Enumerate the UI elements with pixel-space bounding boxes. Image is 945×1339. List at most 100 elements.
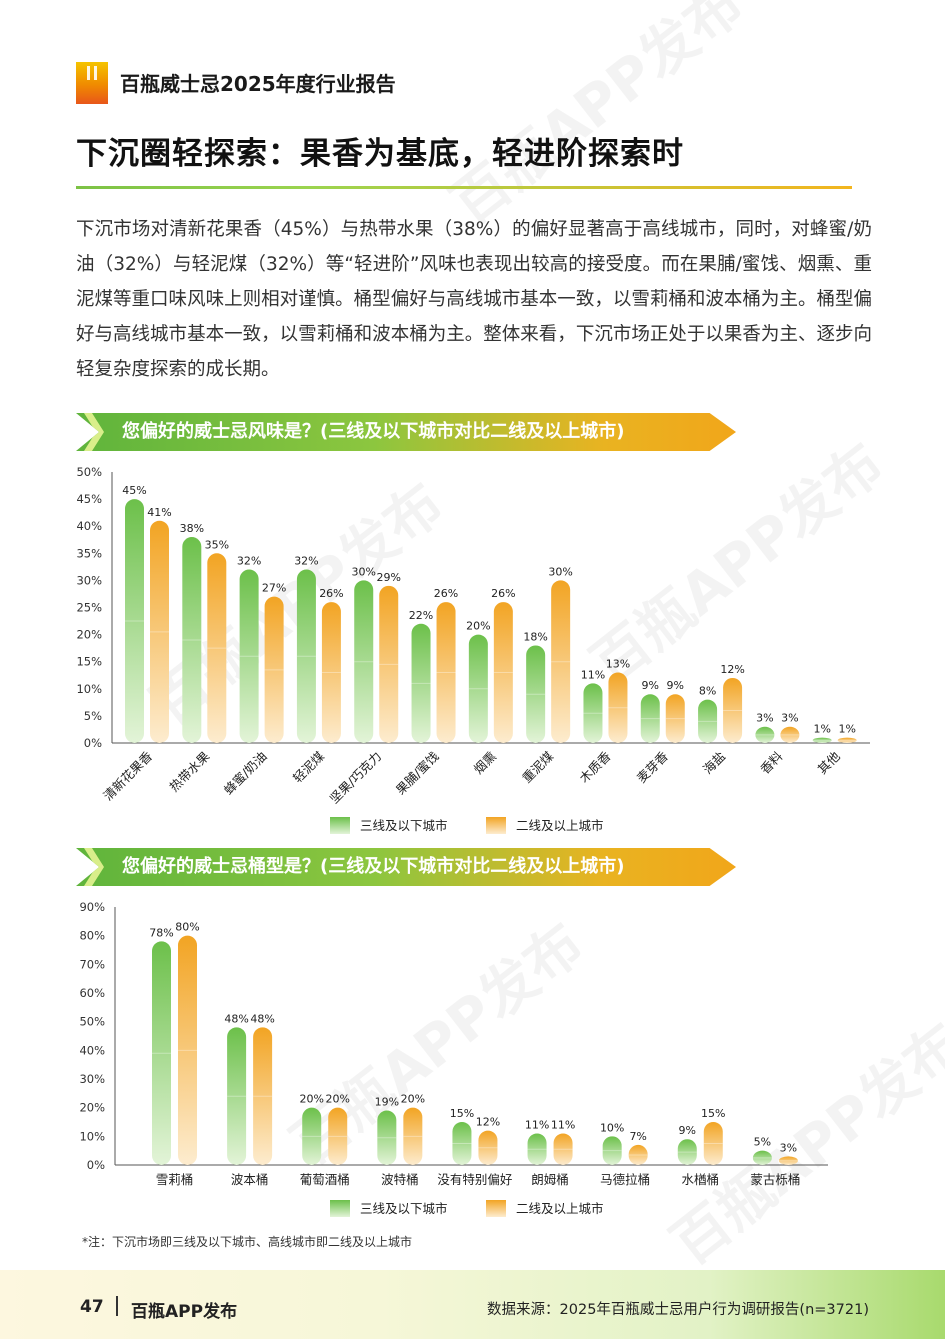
y-tick-label: 70% [79,957,105,971]
bar-lower-tier [354,580,374,743]
bar-lower-tier [526,645,546,743]
footer-brand: 百瓶APP发布 [131,1302,238,1322]
data-label: 9% [679,1124,696,1137]
legend-label: 二线及以上城市 [516,818,604,833]
data-label: 3% [756,712,773,725]
bar-lower-tier [152,941,171,1165]
legend-swatch [330,1200,350,1217]
data-label: 80% [175,921,199,934]
cask-chart: 0%10%20%30%40%50%60%70%80%90%78% 80%雪莉桶48… [79,900,828,1217]
bar-upper-tier [264,596,284,743]
x-tick-label: 麦芽香 [634,748,671,785]
legend-label: 二线及以上城市 [516,1201,604,1216]
bar-lower-tier [698,699,718,743]
section-banner-cask [76,848,736,886]
legend-swatch [486,817,506,834]
data-label: 78% [149,926,173,939]
y-tick-label: 10% [79,1129,105,1143]
data-label: 11% [581,668,605,681]
data-label: 15% [701,1107,725,1120]
bar-upper-tier [328,1107,348,1165]
data-label: 30% [548,565,572,578]
x-tick-label: 重泥煤 [519,748,556,785]
data-label: 1% [813,723,830,736]
y-tick-label: 50% [79,1015,105,1029]
data-label: 20% [299,1093,323,1106]
x-tick-label: 葡萄酒桶 [300,1172,350,1187]
bar-upper-tier [207,553,227,743]
bar-lower-tier [752,1150,772,1165]
data-label: 8% [699,685,716,698]
data-label: 32% [237,555,261,568]
data-label: 9% [642,679,659,692]
data-label: 20% [466,620,490,633]
x-tick-label: 清新花果香 [100,748,155,803]
data-source: 数据来源：2025年百瓶威士忌用户行为调研报告(n=3721) [487,1302,869,1318]
data-label: 48% [224,1012,248,1025]
data-label: 3% [780,1141,797,1154]
data-label: 41% [147,506,171,519]
data-label: 26% [434,587,458,600]
x-tick-label: 雪莉桶 [156,1172,194,1187]
x-tick-label: 轻泥煤 [290,748,327,785]
bar-lower-tier [239,569,259,743]
data-label: 7% [629,1130,646,1143]
x-tick-label: 蜂蜜/奶油 [221,749,270,798]
x-tick-label: 朗姆桶 [531,1172,569,1187]
data-label: 26% [491,587,515,600]
watermark: 百瓶APP发布 [432,0,757,240]
data-label: 1% [838,723,855,736]
bar-lower-tier [377,1110,397,1165]
legend-label: 三线及以下城市 [360,1201,448,1216]
bar-lower-tier [602,1136,622,1165]
bar-upper-tier [150,520,169,743]
data-label: 11% [525,1118,549,1131]
banner-chevron [84,413,104,451]
bar-lower-tier [527,1133,547,1165]
y-tick-label: 80% [79,929,105,943]
x-tick-label: 波特桶 [381,1172,419,1187]
bar-lower-tier [812,737,832,743]
chart-title-flavor: 您偏好的威士忌风味是？(三线及以下城市对比二线及以上城市) [122,421,625,442]
bar-lower-tier [302,1107,322,1165]
bar-upper-tier [493,602,513,743]
page-title: 下沉圈轻探索：果香为基底，轻进阶探索时 [76,136,684,172]
bar-lower-tier [755,726,775,743]
page-number: 47 [80,1297,104,1317]
data-label: 18% [523,630,547,643]
data-label: 30% [352,565,376,578]
data-label: 15% [450,1107,474,1120]
data-label: 11% [551,1118,575,1131]
data-label: 10% [600,1121,624,1134]
bar-upper-tier [553,1133,573,1165]
banner-chevron [84,848,104,886]
y-tick-label: 20% [76,628,102,642]
title-divider [76,186,852,189]
bar-upper-tier [628,1144,648,1165]
section-banner-flavor [76,413,736,451]
x-tick-label: 其他 [815,748,844,777]
data-label: 20% [325,1093,349,1106]
bar-lower-tier [411,623,431,743]
y-tick-label: 20% [79,1101,105,1115]
y-tick-label: 5% [84,709,102,723]
y-tick-label: 30% [79,1072,105,1086]
report-logo [76,62,108,104]
data-label: 9% [667,679,684,692]
data-label: 3% [781,712,798,725]
bar-upper-tier [778,1156,798,1165]
y-tick-label: 90% [79,900,105,914]
x-tick-label: 没有特别偏好 [437,1172,512,1187]
data-label: 5% [754,1136,771,1149]
x-tick-label: 热带水果 [166,748,212,794]
bar-upper-tier [723,677,743,743]
bar-lower-tier [182,537,202,743]
data-label: 29% [377,571,401,584]
bar-upper-tier [703,1122,723,1165]
data-label: 35% [205,538,229,551]
bar-lower-tier [452,1122,472,1165]
bar-upper-tier [403,1107,423,1165]
bar-lower-tier [583,683,603,743]
data-label: 48% [250,1012,274,1025]
x-tick-label: 水楢桶 [682,1172,720,1187]
